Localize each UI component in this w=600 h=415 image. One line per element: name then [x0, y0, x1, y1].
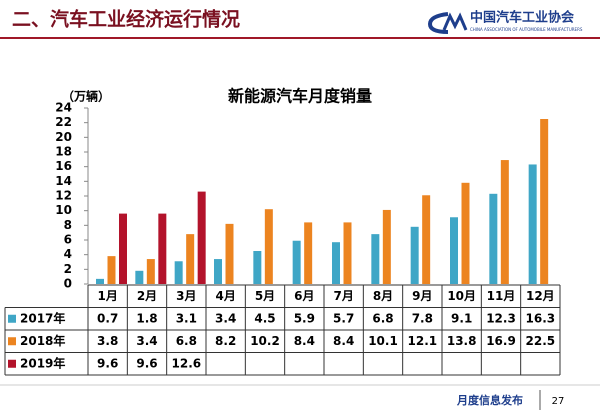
- y-tick-label: 2: [64, 262, 72, 276]
- footer-text: 月度信息发布: [456, 393, 523, 407]
- bar: [292, 240, 301, 284]
- bar: [214, 259, 222, 284]
- logo-text: 中国汽车工业协会: [470, 10, 575, 26]
- legend-label: 2017年: [20, 310, 65, 325]
- bar: [540, 119, 549, 284]
- bar: [96, 278, 104, 284]
- table-cell: 6.8: [176, 334, 197, 348]
- y-tick-label: 6: [64, 233, 72, 247]
- bar: [528, 164, 537, 284]
- x-tick-label: 1月: [97, 289, 117, 303]
- y-tick-label: 12: [55, 189, 72, 203]
- y-tick-label: 0: [64, 277, 72, 291]
- bar: [410, 226, 419, 284]
- table-cell: 8.4: [294, 334, 315, 348]
- table-cell: 10.2: [250, 334, 280, 348]
- bar: [135, 270, 144, 284]
- table-cell: 16.3: [526, 311, 556, 325]
- table-cell: 5.7: [333, 311, 354, 325]
- table-cell: 8.4: [333, 334, 354, 348]
- bar: [146, 259, 155, 284]
- x-tick-label: 10月: [447, 289, 476, 303]
- table-cell: 16.9: [486, 334, 516, 348]
- chart-title: 新能源汽车月度销量: [228, 87, 372, 106]
- table-cell: 7.8: [412, 311, 433, 325]
- legend-swatch: [8, 337, 16, 346]
- bar: [304, 222, 313, 284]
- y-tick-label: 18: [55, 145, 72, 159]
- logo-subtext: CHINA ASSOCIATION OF AUTOMOBILE MANUFACT…: [470, 27, 583, 32]
- x-tick-label: 5月: [255, 289, 275, 303]
- x-tick-label: 8月: [373, 289, 393, 303]
- y-tick-label: 20: [55, 130, 72, 144]
- table-cell: 12.3: [486, 311, 516, 325]
- bar: [371, 234, 380, 284]
- bar: [264, 209, 273, 284]
- bar: [461, 182, 470, 284]
- table-cell: 6.8: [372, 311, 393, 325]
- table-cell: 9.1: [451, 311, 472, 325]
- legend-label: 2019年: [20, 355, 65, 370]
- page-number: 27: [552, 396, 565, 407]
- table-cell: 12.1: [408, 334, 438, 348]
- bar: [489, 193, 498, 284]
- y-tick-label: 14: [55, 174, 72, 188]
- slide-title: 二、汽车工业经济运行情况: [12, 8, 240, 31]
- x-tick-label: 2月: [137, 289, 157, 303]
- x-tick-label: 6月: [294, 289, 314, 303]
- table-cell: 3.4: [215, 311, 236, 325]
- table-cell: 10.1: [368, 334, 398, 348]
- legend-label: 2018年: [20, 333, 65, 348]
- y-axis-label: （万辆）: [62, 89, 110, 104]
- table-cell: 22.5: [526, 334, 556, 348]
- table-cell: 13.8: [447, 334, 477, 348]
- bar: [107, 256, 116, 284]
- x-tick-label: 7月: [333, 289, 353, 303]
- table-cell: 8.2: [215, 334, 236, 348]
- table-cell: 5.9: [294, 311, 315, 325]
- bar: [119, 213, 127, 284]
- x-tick-label: 9月: [412, 289, 432, 303]
- y-tick-label: 22: [55, 115, 72, 129]
- y-tick-label: 4: [64, 247, 72, 261]
- bar: [332, 242, 340, 284]
- bar: [225, 223, 234, 284]
- table-cell: 9.6: [136, 356, 157, 370]
- y-tick-label: 8: [64, 218, 72, 232]
- table-cell: 9.6: [97, 356, 118, 370]
- legend-swatch: [8, 359, 16, 368]
- bar: [343, 222, 352, 284]
- bar: [186, 234, 195, 284]
- bar: [422, 195, 431, 284]
- bar: [382, 209, 391, 284]
- bar: [450, 217, 458, 284]
- bar: [197, 191, 206, 284]
- x-tick-label: 12月: [526, 289, 555, 303]
- bar: [158, 213, 167, 284]
- table-cell: 0.7: [97, 311, 118, 325]
- y-tick-label: 10: [55, 203, 72, 217]
- table-cell: 12.6: [172, 356, 202, 370]
- table-cell: 1.8: [136, 311, 157, 325]
- table-cell: 3.1: [176, 311, 197, 325]
- y-tick-label: 16: [55, 159, 72, 173]
- x-tick-label: 3月: [176, 289, 196, 303]
- legend-swatch: [8, 314, 16, 323]
- x-tick-label: 4月: [215, 289, 235, 303]
- table-cell: 3.8: [97, 334, 118, 348]
- bar: [174, 261, 183, 284]
- table-cell: 3.4: [136, 334, 157, 348]
- x-tick-label: 11月: [487, 289, 516, 303]
- table-cell: 4.5: [254, 311, 275, 325]
- logo-icon: [427, 12, 468, 34]
- bar: [500, 160, 509, 284]
- bar: [253, 251, 262, 284]
- y-tick-label: 24: [55, 101, 72, 115]
